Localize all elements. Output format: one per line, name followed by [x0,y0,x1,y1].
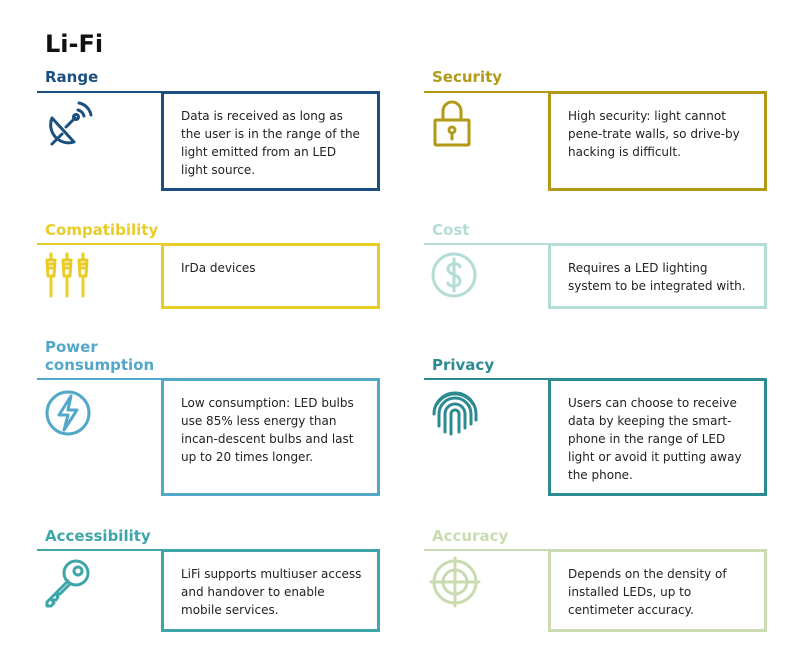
card-text-accuracy: Depends on the density of installed LEDs… [568,567,727,617]
satellite-dish-icon [44,100,96,152]
card-title-power-line1: Power [45,338,98,356]
connectors-icon [42,250,94,302]
card-title-accuracy: Accuracy [432,527,509,545]
card-text-power: Low consumption: LED bulbs use 85% less … [181,396,354,464]
description-box-power: Low consumption: LED bulbs use 85% less … [161,378,380,496]
card-text-accessibility: LiFi supports multiuser access and hando… [181,567,362,617]
card-title-range: Range [45,68,99,86]
description-box-security: High security: light cannot pene-trate w… [548,91,767,191]
description-box-compatibility: IrDa devices [161,243,380,309]
description-box-privacy: Users can choose to receive data by keep… [548,378,767,496]
description-box-accessibility: LiFi supports multiuser access and hando… [161,549,380,632]
card-title-power-line2: consumption [45,356,155,374]
divider-line [37,378,162,380]
card-text-cost: Requires a LED lighting system to be int… [568,261,746,293]
divider-line [37,91,162,93]
card-title-cost: Cost [432,221,470,239]
divider-line [37,243,162,245]
divider-line [37,549,162,551]
description-box-accuracy: Depends on the density of installed LEDs… [548,549,767,632]
card-title-security: Security [432,68,503,86]
crosshair-icon [429,556,481,608]
card-title-privacy: Privacy [432,356,495,374]
divider-line [424,549,549,551]
card-title-accessibility: Accessibility [45,527,151,545]
dollar-icon [428,250,480,302]
key-icon [42,556,94,608]
card-text-compatibility: IrDa devices [181,261,256,275]
lightning-icon [42,387,94,439]
description-box-range: Data is received as long as the user is … [161,91,380,191]
divider-line [424,243,549,245]
fingerprint-icon [429,388,481,440]
description-box-cost: Requires a LED lighting system to be int… [548,243,767,309]
divider-line [424,378,549,380]
card-title-compatibility: Compatibility [45,221,159,239]
card-text-privacy: Users can choose to receive data by keep… [568,396,742,482]
page-title: Li-Fi [45,30,104,58]
padlock-icon [428,98,480,150]
divider-line [424,91,549,93]
card-text-range: Data is received as long as the user is … [181,109,360,177]
card-text-security: High security: light cannot pene-trate w… [568,109,740,159]
